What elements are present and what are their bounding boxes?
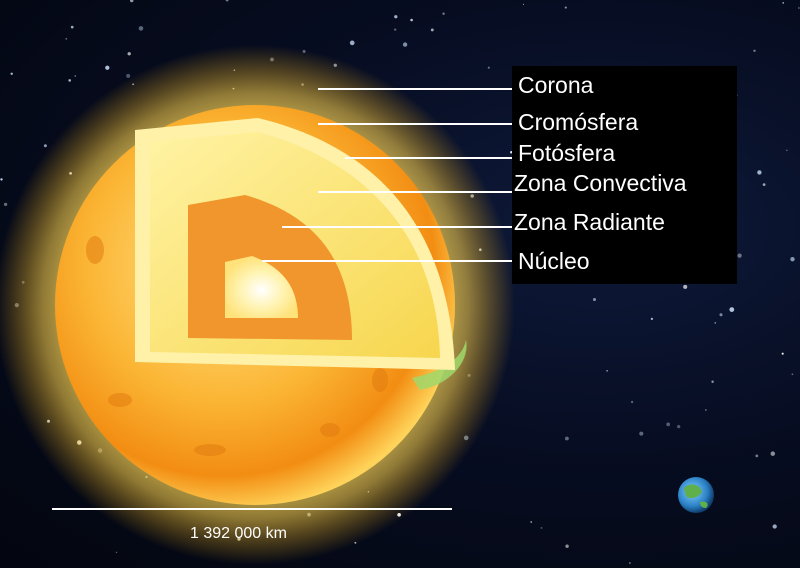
leader-lines: [262, 88, 512, 262]
star: [629, 562, 631, 564]
star: [782, 2, 784, 4]
star: [43, 144, 47, 148]
star: [105, 65, 110, 70]
star: [442, 12, 445, 15]
star: [70, 25, 74, 29]
star: [705, 409, 707, 411]
scale-label: 1 392 000 km: [190, 525, 287, 542]
star: [3, 202, 8, 207]
star: [349, 40, 355, 46]
star: [798, 7, 800, 9]
star: [719, 313, 723, 317]
star: [666, 422, 671, 427]
star: [68, 79, 71, 82]
star: [225, 0, 229, 2]
star: [402, 42, 408, 47]
star: [786, 149, 788, 151]
star: [138, 26, 144, 31]
star: [606, 369, 608, 372]
earth: [678, 477, 714, 513]
star: [410, 18, 413, 22]
star: [430, 28, 434, 32]
star: [639, 431, 644, 436]
star: [650, 317, 654, 321]
star: [565, 544, 569, 548]
star: [126, 73, 131, 78]
star: [522, 3, 525, 6]
star: [510, 150, 513, 154]
star: [770, 451, 776, 456]
star: [394, 15, 398, 19]
label-radiative-zone: Zona Radiante: [512, 208, 669, 238]
label-corona: Corona: [516, 71, 598, 101]
star: [487, 66, 490, 69]
star: [127, 52, 131, 56]
star: [677, 424, 681, 429]
label-core: Núcleo: [516, 247, 594, 277]
star: [757, 170, 762, 175]
star: [729, 307, 735, 312]
star: [65, 37, 68, 40]
star: [540, 526, 543, 529]
star: [129, 0, 134, 3]
star: [711, 380, 714, 383]
star: [74, 75, 76, 77]
star: [115, 551, 118, 554]
star: [10, 72, 13, 75]
prominence: [412, 340, 467, 390]
star: [394, 28, 397, 31]
star: [737, 253, 742, 258]
star: [790, 257, 795, 262]
label-convective-zone: Zona Convectiva: [512, 169, 691, 199]
star: [755, 454, 759, 458]
star: [791, 373, 794, 376]
star: [564, 6, 567, 9]
star: [631, 400, 634, 404]
star: [781, 352, 784, 355]
label-photosphere: Fotósfera: [516, 139, 620, 169]
star: [530, 521, 532, 523]
star: [0, 178, 3, 181]
star: [564, 436, 569, 441]
cutaway-core: [225, 256, 298, 318]
star: [762, 183, 766, 186]
star: [772, 524, 777, 529]
star: [714, 322, 717, 324]
label-chromosphere: Cromósfera: [516, 108, 643, 138]
star: [683, 284, 688, 289]
star: [753, 49, 756, 53]
star: [592, 297, 597, 302]
